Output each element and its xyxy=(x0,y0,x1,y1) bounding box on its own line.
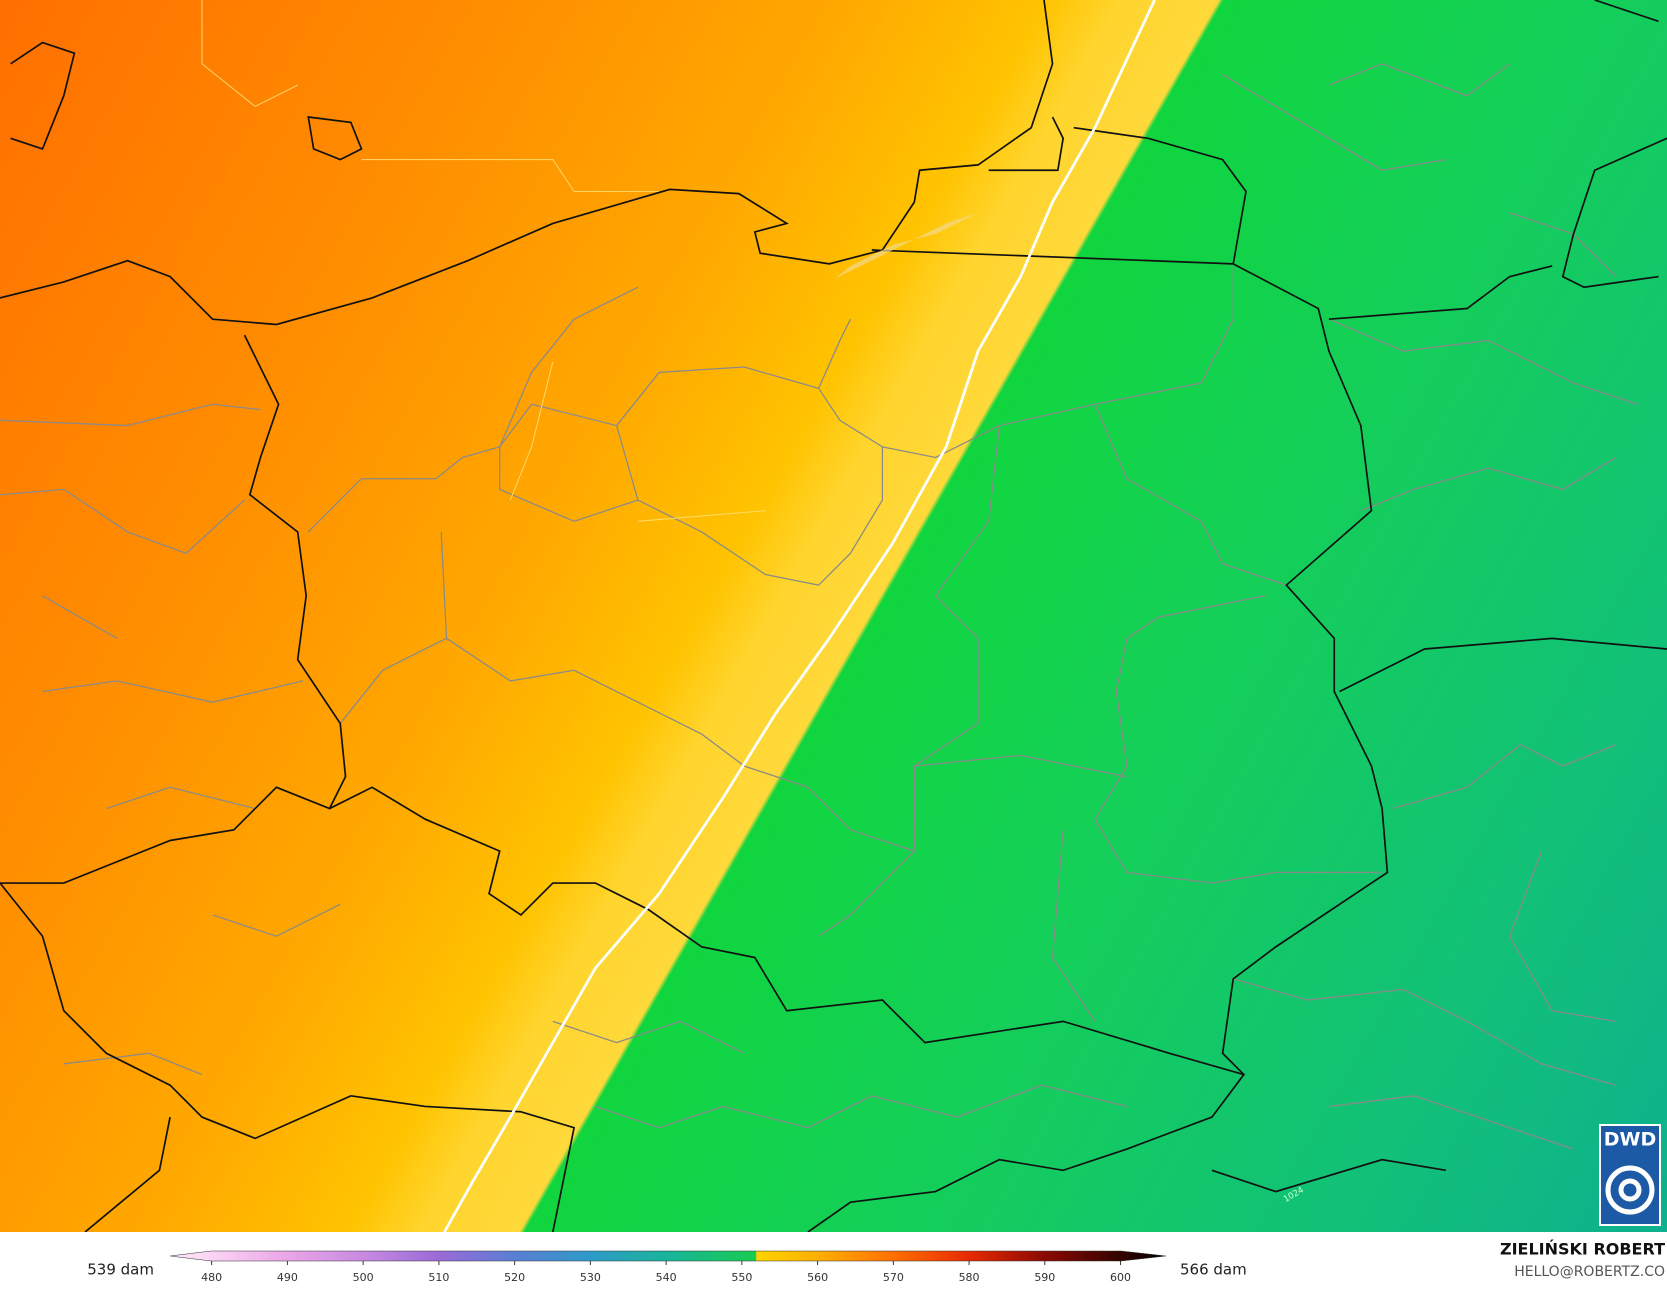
colorbar-tick-label: 530 xyxy=(580,1271,601,1284)
logo-box xyxy=(1599,1124,1661,1226)
colorbar-tick-label: 570 xyxy=(883,1271,904,1284)
colorbar-tick-label: 580 xyxy=(959,1271,980,1284)
contour-line xyxy=(443,0,1156,1232)
dwd-logo: DWD xyxy=(1599,1124,1661,1226)
height-field xyxy=(0,0,1667,1232)
author-email: HELLO@ROBERTZ.CO xyxy=(1514,1264,1665,1280)
colorbar-tick-label: 520 xyxy=(504,1271,525,1284)
colorbar-tick-label: 510 xyxy=(428,1271,449,1284)
logo-swirl-inner xyxy=(1618,1178,1642,1202)
colorbar-tick-label: 500 xyxy=(353,1271,374,1284)
colorbar-tick-label: 600 xyxy=(1110,1271,1131,1284)
colorbar-tick-label: 490 xyxy=(277,1271,298,1284)
map: 1024 xyxy=(0,0,1667,1232)
min-label: 539 dam xyxy=(87,1261,154,1279)
thin-borders xyxy=(201,0,766,522)
colorbar-tick-label: 590 xyxy=(1034,1271,1055,1284)
colorbar-tick-label: 560 xyxy=(807,1271,828,1284)
max-label: 566 dam xyxy=(1180,1261,1247,1279)
colorbar-tick-label: 550 xyxy=(731,1271,752,1284)
logo-swirl xyxy=(1605,1165,1655,1215)
region-borders xyxy=(0,63,1638,1150)
logo-text: DWD xyxy=(1604,1129,1657,1151)
lagoon xyxy=(834,212,979,279)
colorbar-tick-label: 540 xyxy=(656,1271,677,1284)
author-name: ZIELIŃSKI ROBERT xyxy=(1500,1240,1665,1259)
country-borders xyxy=(0,0,1667,1232)
colorbar-tick-label: 480 xyxy=(201,1271,222,1284)
colorbar xyxy=(169,1250,1167,1262)
